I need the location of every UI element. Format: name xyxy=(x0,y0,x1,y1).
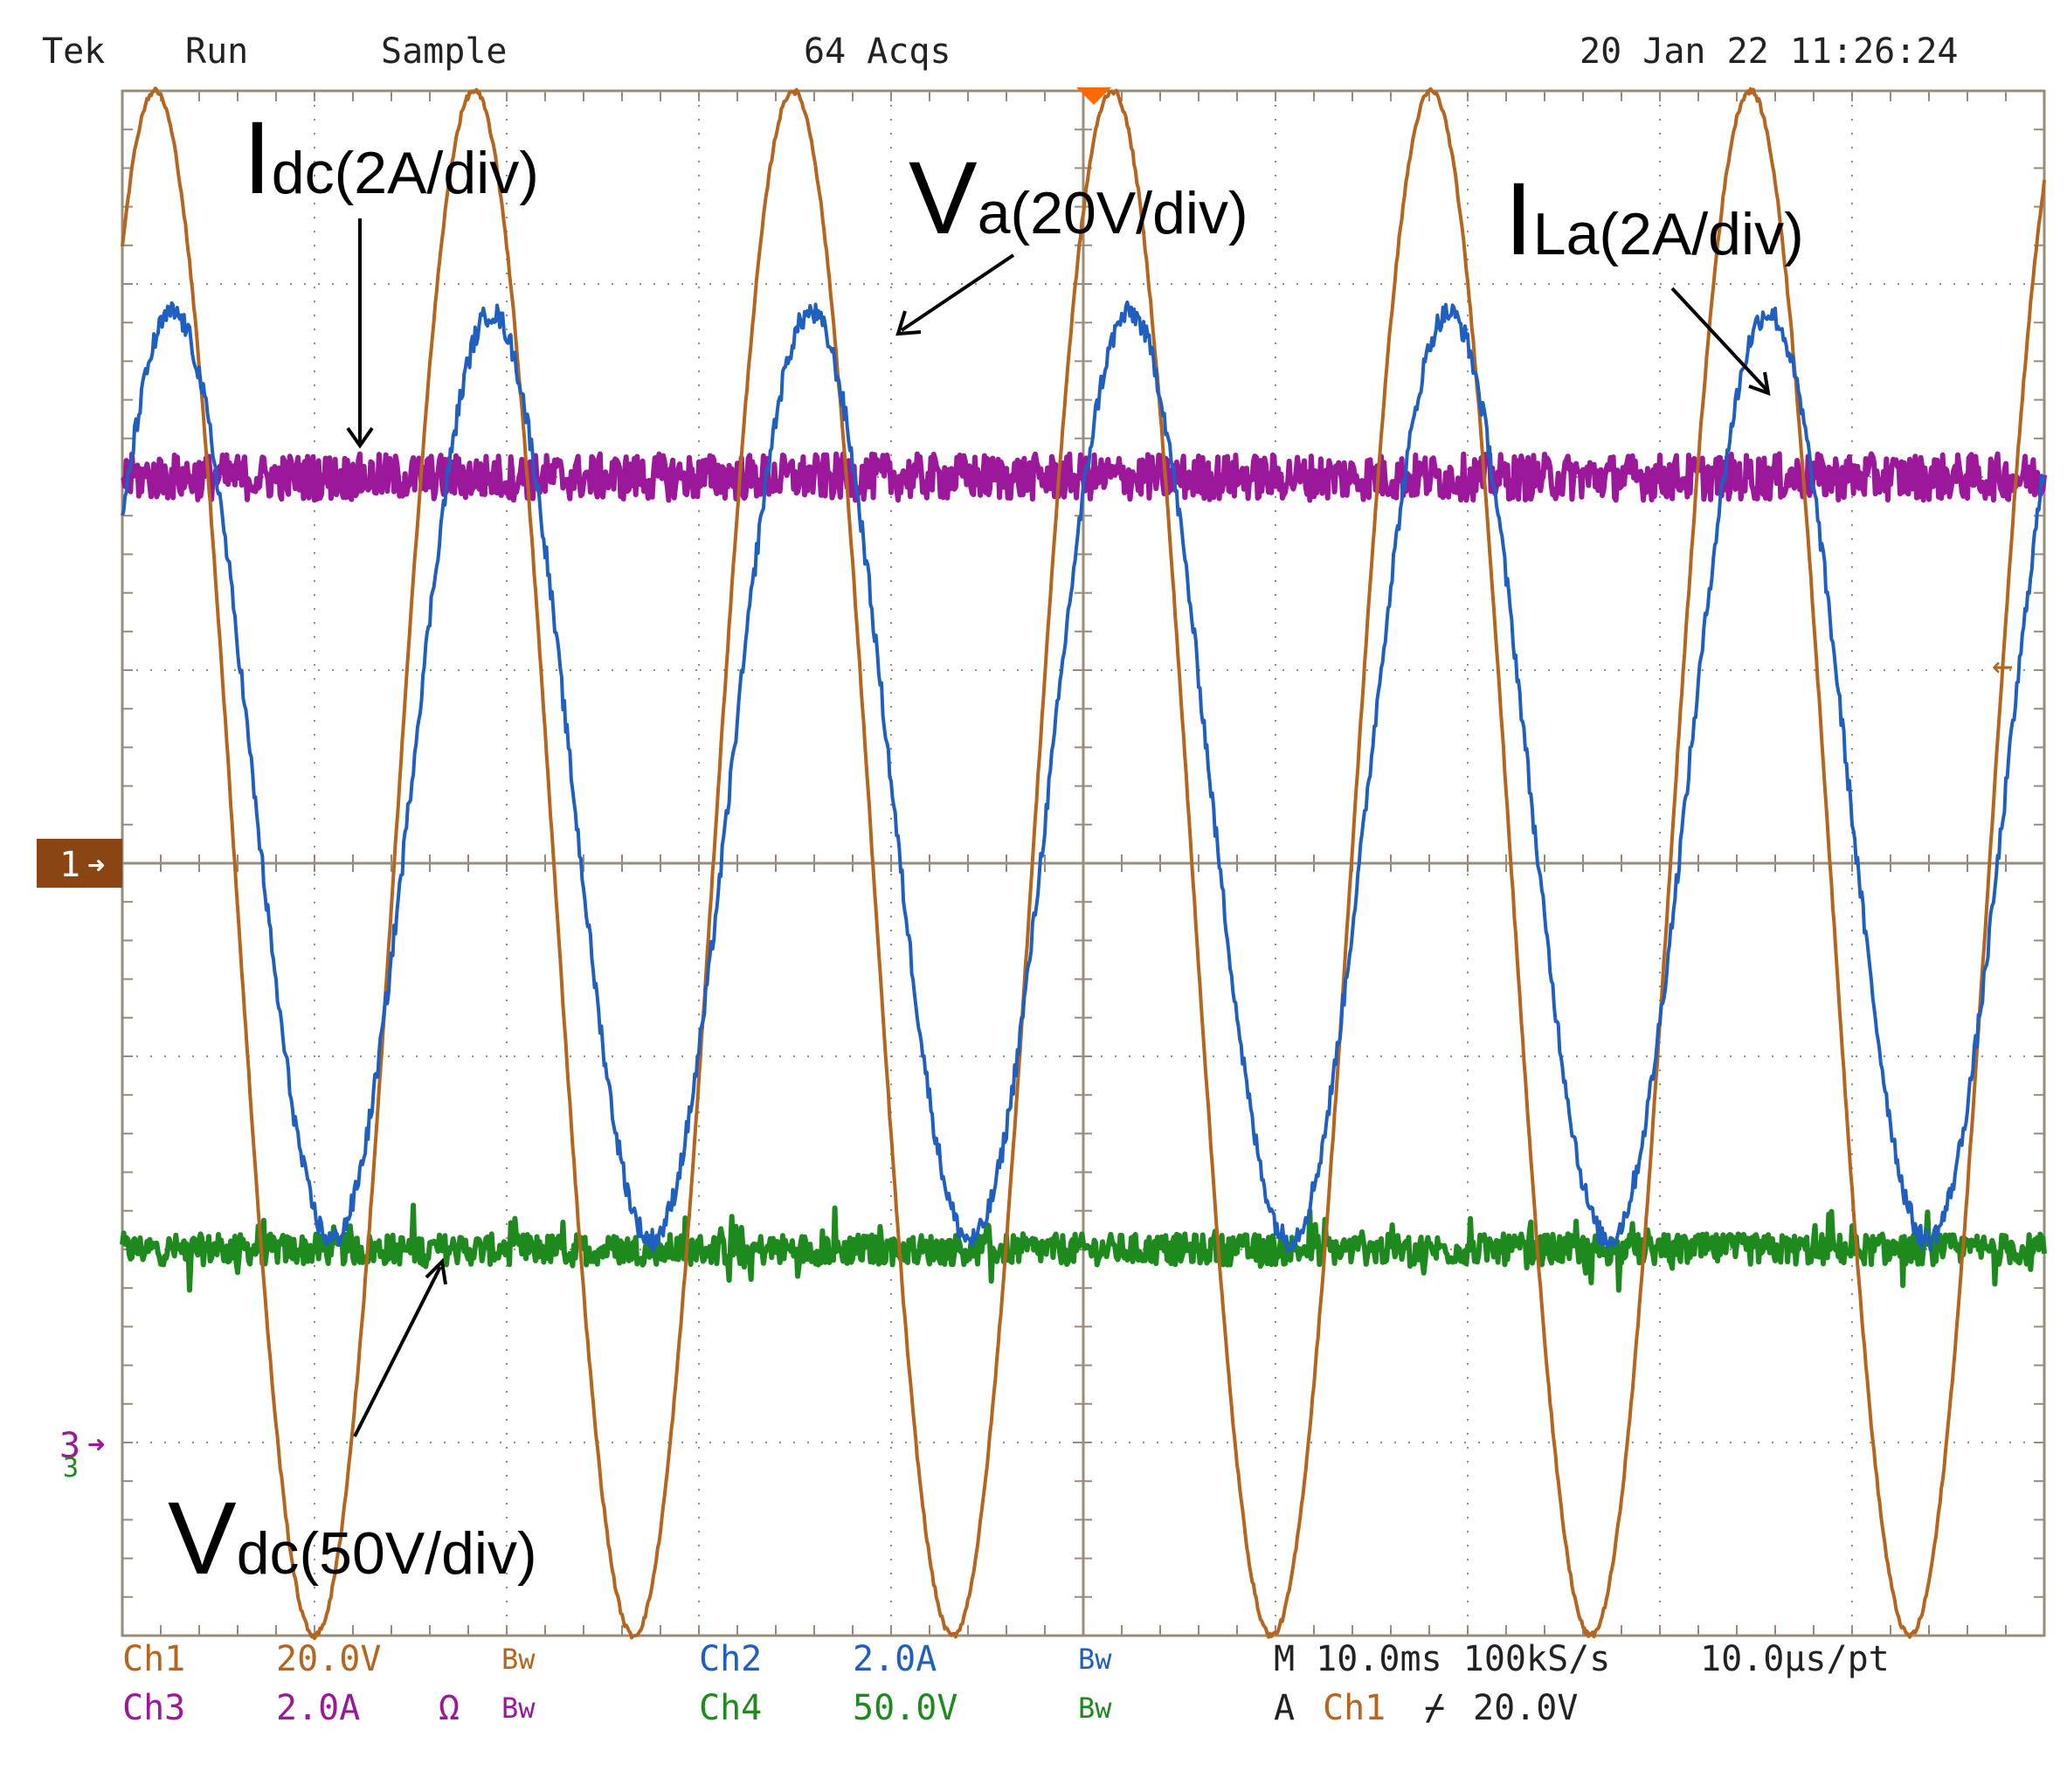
svg-text:➜: ➜ xyxy=(87,848,105,883)
ch1-bandwidth: Bw xyxy=(501,1643,536,1676)
va-annotation: Va(20V/div) xyxy=(909,147,1248,250)
ila-subscript: La(2A/div) xyxy=(1532,201,1804,267)
waveform-traces xyxy=(120,86,2047,1641)
resolution-readout: 10.0µs/pt xyxy=(1700,1639,1890,1679)
trace-ila xyxy=(121,300,2046,1253)
run-state: Run xyxy=(185,31,249,72)
trigger-level: 20.0V xyxy=(1473,1688,1579,1728)
idc-annotation: Idc(2A/div) xyxy=(243,107,539,210)
ch1-ground-marker-label: 1 xyxy=(59,845,80,885)
vdc-symbol: V xyxy=(168,1481,237,1596)
timebase-readout: M 10.0ms 100kS/s xyxy=(1274,1639,1611,1679)
graticule xyxy=(121,89,2046,1637)
ch3-label: Ch3 xyxy=(122,1688,186,1728)
vdc-annotation: Vdc(50V/div) xyxy=(168,1487,537,1590)
acquire-mode: Sample xyxy=(381,31,508,72)
ch1-ground-marker[interactable]: 1 ➜ xyxy=(37,839,122,888)
trigger-position-marker xyxy=(1076,87,1111,105)
idc-subscript: dc(2A/div) xyxy=(271,140,539,206)
va-symbol: V xyxy=(909,141,978,256)
ila-annotation: ILa(2A/div) xyxy=(1504,168,1804,271)
trigger-source: Ch1 xyxy=(1323,1688,1386,1728)
date-time: 20 Jan 22 11:26:24 xyxy=(1580,31,1959,72)
ch3-coupling: Ω xyxy=(439,1688,460,1728)
trace-va xyxy=(121,86,2046,1641)
ch3-scale: 2.0A xyxy=(276,1688,361,1728)
ch2-scale: 2.0A xyxy=(853,1639,937,1679)
trace-vdc xyxy=(120,1202,2047,1293)
svg-text:➜: ➜ xyxy=(87,1428,105,1463)
va-subscript: a(20V/div) xyxy=(977,180,1248,246)
ila-symbol: I xyxy=(1504,162,1533,277)
acquisition-count: 64 Acqs xyxy=(804,31,951,72)
ch4-label: Ch4 xyxy=(699,1688,763,1728)
idc-symbol: I xyxy=(243,100,272,216)
ch1-label: Ch1 xyxy=(122,1639,186,1679)
ch34-ground-marker[interactable]: 3 3 ➜ xyxy=(59,1426,105,1484)
brand-label: Tek xyxy=(42,31,106,72)
trigger-prefix: A xyxy=(1274,1688,1296,1728)
annotation-arrows xyxy=(346,218,1771,1437)
ch1-scale: 20.0V xyxy=(276,1639,382,1679)
ch3-bandwidth: Bw xyxy=(501,1692,536,1725)
vdc-subscript: dc(50V/div) xyxy=(236,1520,537,1587)
trigger-slope-icon: ⌿ xyxy=(1424,1688,1446,1728)
ch4-ground-marker-label: 3 xyxy=(63,1453,79,1484)
svg-text:←: ← xyxy=(1992,646,2013,686)
ch4-scale: 50.0V xyxy=(853,1688,958,1728)
trigger-level-marker[interactable]: ← xyxy=(1992,646,2013,686)
ch4-bandwidth: Bw xyxy=(1078,1692,1112,1725)
ch2-bandwidth: Bw xyxy=(1078,1643,1112,1676)
ch2-label: Ch2 xyxy=(699,1639,763,1679)
ch3-ground-marker-label: 3 xyxy=(59,1426,80,1466)
